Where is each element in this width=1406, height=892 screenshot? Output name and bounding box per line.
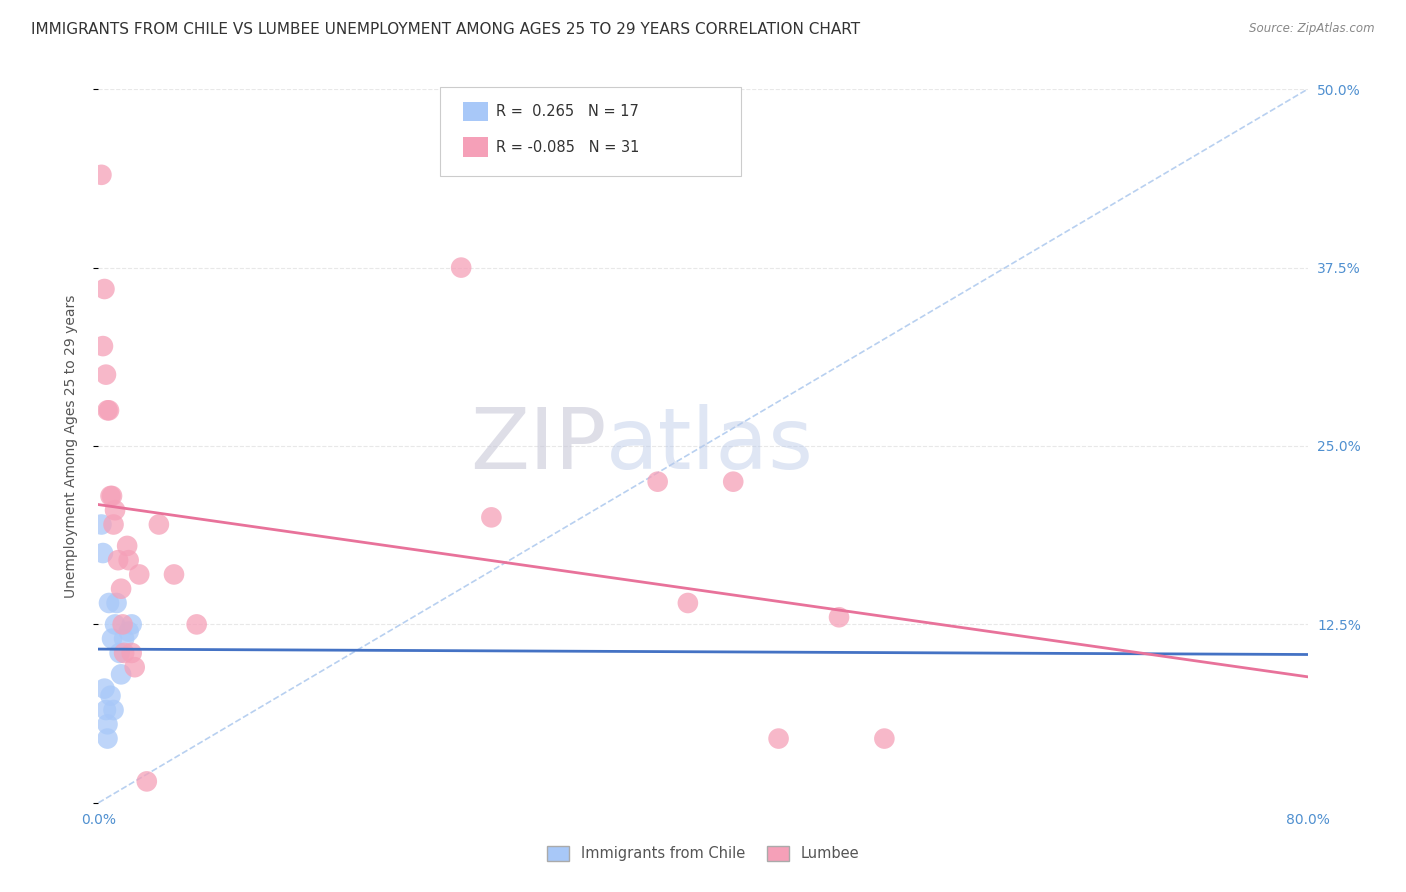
Point	[450, 260, 472, 275]
Point	[115, 539, 138, 553]
Point	[101, 489, 124, 503]
Point	[105, 596, 128, 610]
Point	[135, 774, 157, 789]
Point	[186, 617, 208, 632]
Point	[768, 731, 790, 746]
Point	[148, 517, 170, 532]
Point	[100, 689, 122, 703]
Point	[647, 475, 669, 489]
Point	[124, 660, 146, 674]
Text: atlas: atlas	[606, 404, 814, 488]
Point	[94, 368, 117, 382]
Point	[90, 517, 112, 532]
Text: Source: ZipAtlas.com: Source: ZipAtlas.com	[1250, 22, 1375, 36]
Point	[94, 703, 117, 717]
Point	[723, 475, 745, 489]
Point	[100, 489, 122, 503]
Point	[91, 546, 114, 560]
Point	[91, 339, 114, 353]
Point	[96, 717, 118, 731]
Point	[96, 403, 118, 417]
Point	[128, 567, 150, 582]
Point	[163, 567, 186, 582]
Point	[118, 624, 141, 639]
Point	[103, 703, 125, 717]
Point	[873, 731, 896, 746]
Point	[676, 596, 699, 610]
Text: R =  0.265   N = 17: R = 0.265 N = 17	[496, 104, 640, 119]
Point	[107, 553, 129, 567]
Text: R = -0.085   N = 31: R = -0.085 N = 31	[496, 140, 640, 154]
Point	[112, 632, 135, 646]
Point	[93, 282, 115, 296]
Point	[104, 503, 127, 517]
Point	[101, 632, 124, 646]
Point	[110, 667, 132, 681]
Y-axis label: Unemployment Among Ages 25 to 29 years: Unemployment Among Ages 25 to 29 years	[63, 294, 77, 598]
Legend: Immigrants from Chile, Lumbee: Immigrants from Chile, Lumbee	[541, 839, 865, 867]
Point	[828, 610, 851, 624]
Point	[121, 646, 143, 660]
Point	[98, 403, 121, 417]
Point	[118, 553, 141, 567]
Point	[108, 646, 131, 660]
Point	[110, 582, 132, 596]
Point	[121, 617, 143, 632]
Point	[103, 517, 125, 532]
Point	[96, 731, 118, 746]
Point	[93, 681, 115, 696]
Point	[104, 617, 127, 632]
Point	[112, 646, 135, 660]
Text: IMMIGRANTS FROM CHILE VS LUMBEE UNEMPLOYMENT AMONG AGES 25 TO 29 YEARS CORRELATI: IMMIGRANTS FROM CHILE VS LUMBEE UNEMPLOY…	[31, 22, 860, 37]
Point	[90, 168, 112, 182]
Text: ZIP: ZIP	[470, 404, 606, 488]
Point	[481, 510, 503, 524]
Point	[111, 617, 134, 632]
Point	[98, 596, 121, 610]
